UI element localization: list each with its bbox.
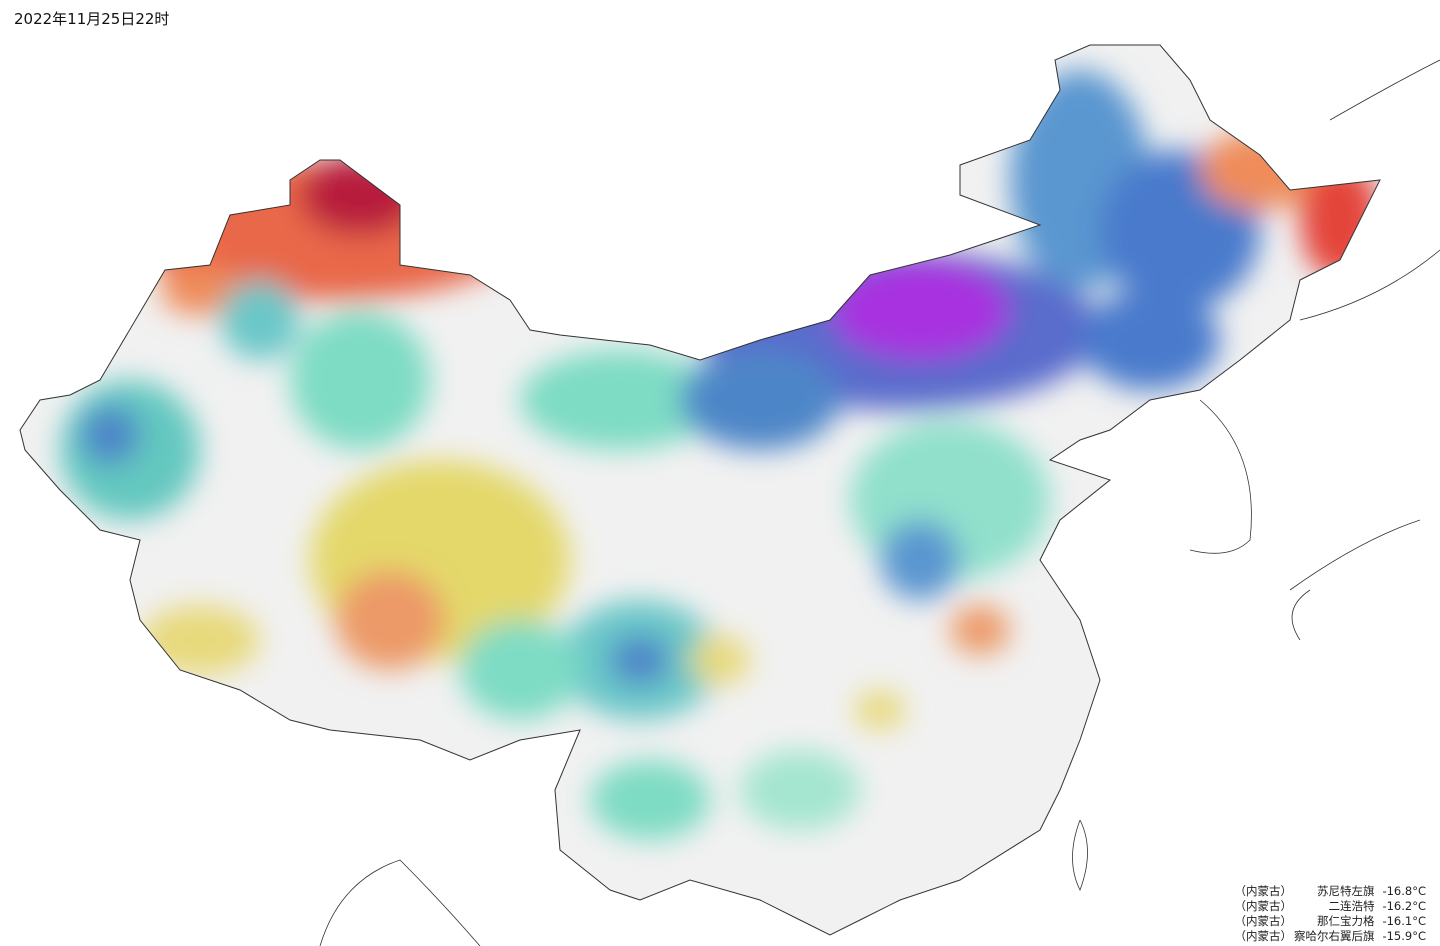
station-row: （内蒙古） 那仁宝力格 -16.1°C: [1232, 914, 1426, 929]
station-region: （内蒙古）: [1234, 914, 1292, 928]
station-name: 那仁宝力格: [1316, 914, 1375, 928]
station-name: 苏尼特左旗: [1316, 884, 1375, 898]
coldest-stations: （内蒙古） 苏尼特左旗 -16.8°C （内蒙古） 二连浩特 -16.2°C （内蒙古） 那仁…: [1232, 884, 1426, 944]
station-row: （内蒙古） 察哈尔右翼后旗 -15.9°C: [1232, 929, 1426, 944]
station-region: （内蒙古）: [1234, 929, 1292, 943]
station-region: （内蒙古）: [1234, 899, 1292, 913]
borders: [319, 59, 1440, 946]
station-temp: -15.9°C: [1382, 929, 1426, 943]
station-name: 察哈尔右翼后旗: [1293, 929, 1375, 943]
station-row: （内蒙古） 二连浩特 -16.2°C: [1232, 899, 1426, 914]
station-temp: -16.2°C: [1382, 899, 1426, 913]
station-row: （内蒙古） 苏尼特左旗 -16.8°C: [1232, 884, 1426, 899]
station-temp: -16.1°C: [1382, 914, 1426, 928]
station-region: （内蒙古）: [1234, 884, 1292, 898]
station-name: 二连浩特: [1328, 899, 1375, 913]
station-temp: -16.8°C: [1382, 884, 1426, 898]
map-title: 2022年11月25日22时: [14, 10, 170, 28]
